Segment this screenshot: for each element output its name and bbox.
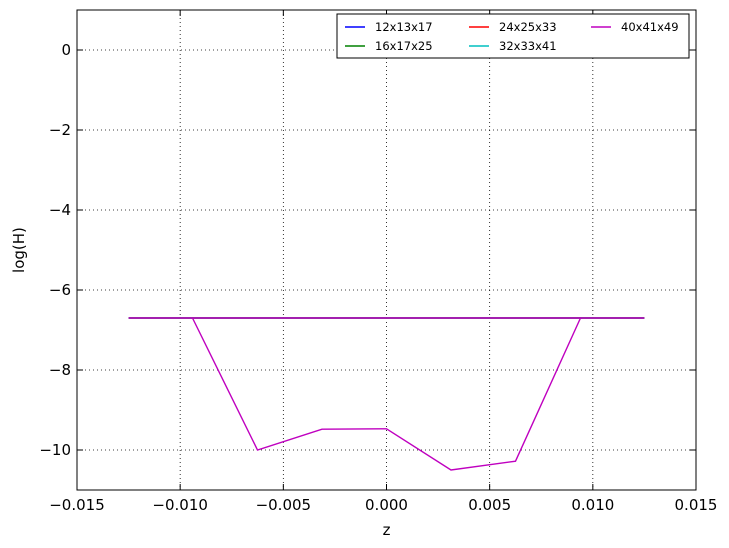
legend-label: 40x41x49 bbox=[621, 20, 679, 34]
y-tick-label: 0 bbox=[61, 41, 71, 59]
x-axis-label: z bbox=[383, 521, 391, 539]
x-tick-label: −0.005 bbox=[256, 496, 312, 514]
x-tick-label: 0.010 bbox=[571, 496, 614, 514]
y-axis-label: log(H) bbox=[10, 227, 28, 273]
y-tick-label: −6 bbox=[49, 281, 71, 299]
legend-label: 12x13x17 bbox=[375, 20, 433, 34]
legend-box bbox=[336, 13, 690, 59]
y-tick-label: −2 bbox=[49, 121, 71, 139]
grid bbox=[77, 10, 696, 490]
x-tick-label: 0.000 bbox=[365, 496, 408, 514]
legend-label: 16x17x25 bbox=[375, 39, 433, 53]
y-tick-label: −4 bbox=[49, 201, 71, 219]
y-tick-label: −8 bbox=[49, 361, 71, 379]
x-tick-label: 0.015 bbox=[675, 496, 718, 514]
y-tick-label: −10 bbox=[39, 441, 71, 459]
ticks: −0.015 −0.010 −0.005 0.000 0.005 0.010 0.015 0 −… bbox=[39, 10, 717, 514]
series-lines bbox=[128, 317, 645, 471]
x-tick-label: 0.005 bbox=[468, 496, 511, 514]
legend-label: 24x25x33 bbox=[499, 20, 557, 34]
series-line-5 bbox=[191, 317, 582, 471]
legend: 12x13x17 16x17x25 24x25x33 32x33x41 40x41x49 bbox=[336, 13, 690, 59]
legend-label: 32x33x41 bbox=[499, 39, 557, 53]
x-tick-label: −0.015 bbox=[49, 496, 105, 514]
x-tick-label: −0.010 bbox=[152, 496, 208, 514]
